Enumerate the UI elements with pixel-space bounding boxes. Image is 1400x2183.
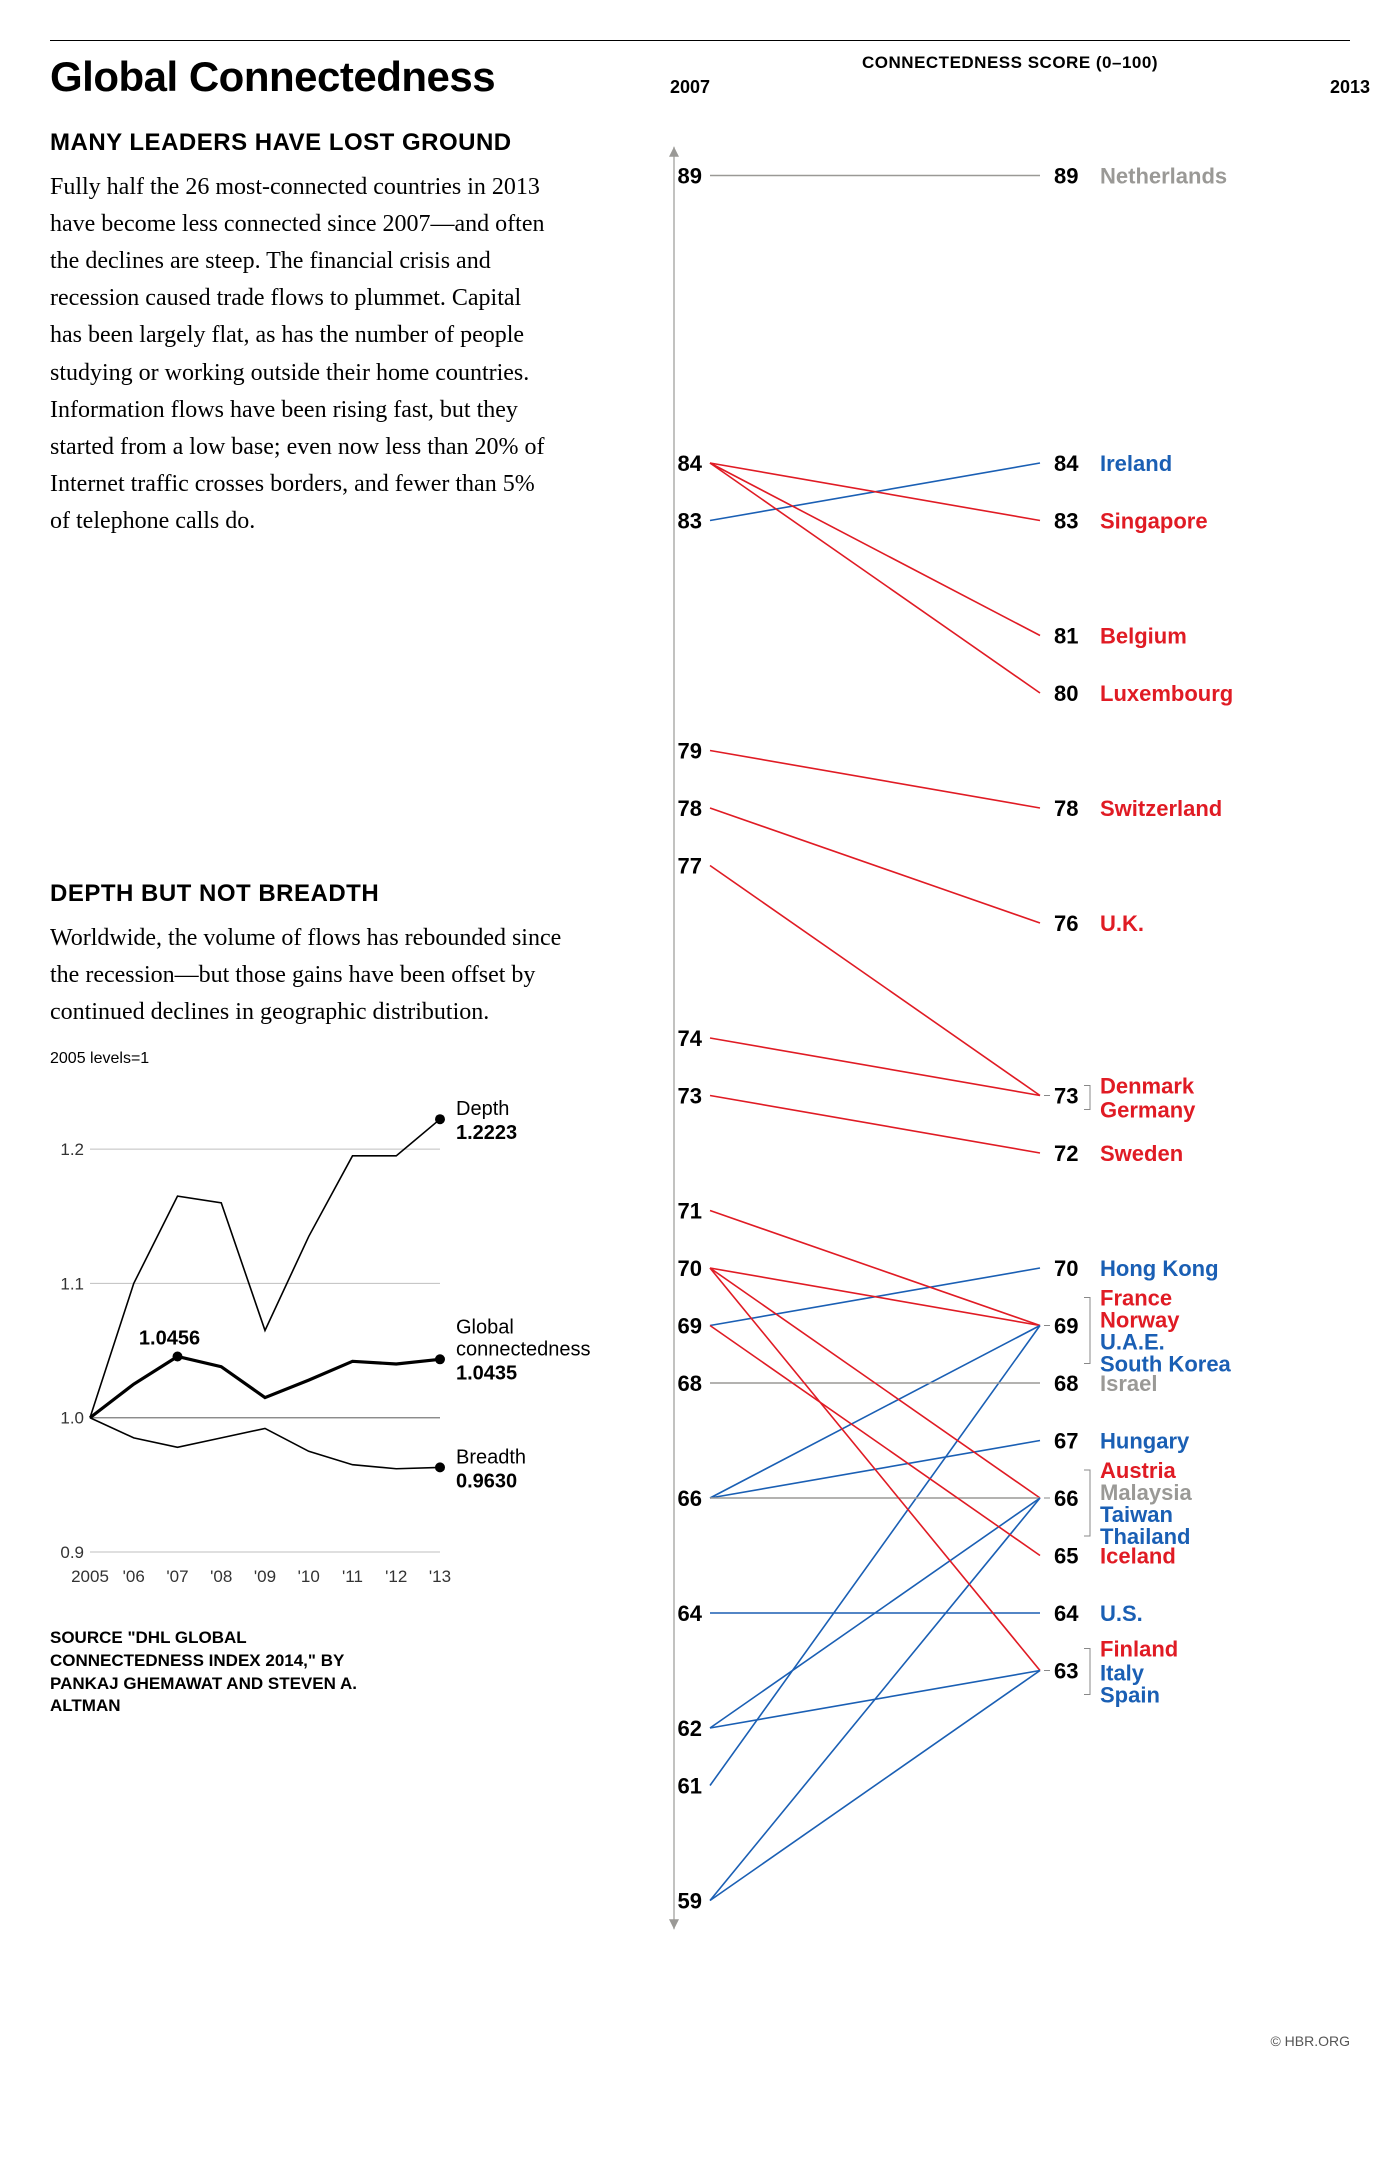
svg-text:71: 71 [678, 1199, 702, 1224]
svg-text:78: 78 [678, 796, 702, 821]
svg-text:83: 83 [678, 509, 702, 534]
svg-text:'12: '12 [385, 1567, 407, 1586]
section-body-1: Fully half the 26 most-connected countri… [50, 169, 550, 541]
svg-text:64: 64 [1054, 1601, 1079, 1626]
svg-text:64: 64 [678, 1601, 703, 1626]
copyright: © HBR.ORG [50, 2033, 1350, 2049]
svg-text:83: 83 [1054, 509, 1078, 534]
line-chart: 0.9 1.0 1.1 1.2 2005 '06 '07 '08 '09 '10 '11 '12 '13… [50, 1072, 610, 1592]
svg-text:1.0: 1.0 [60, 1408, 84, 1427]
svg-text:1.2223: 1.2223 [456, 1122, 517, 1144]
svg-text:0.9: 0.9 [60, 1543, 84, 1562]
svg-text:65: 65 [1054, 1544, 1078, 1569]
svg-text:2005: 2005 [71, 1567, 109, 1586]
svg-text:89: 89 [1054, 164, 1078, 189]
svg-text:Germany: Germany [1100, 1098, 1196, 1123]
svg-text:70: 70 [1054, 1256, 1078, 1281]
chart-note: 2005 levels=1 [50, 1050, 610, 1068]
svg-text:84: 84 [678, 451, 703, 476]
svg-text:74: 74 [678, 1026, 703, 1051]
svg-text:Ireland: Ireland [1100, 451, 1172, 476]
svg-text:63: 63 [1054, 1659, 1078, 1684]
svg-text:connectedness: connectedness [456, 1338, 591, 1360]
slope-year-right: 2013 [1330, 77, 1370, 98]
svg-text:Finland: Finland [1100, 1637, 1178, 1662]
slope-year-left: 2007 [670, 77, 710, 98]
svg-text:Singapore: Singapore [1100, 509, 1208, 534]
svg-text:69: 69 [678, 1314, 702, 1339]
svg-text:79: 79 [678, 739, 702, 764]
svg-text:South Korea: South Korea [1100, 1352, 1232, 1377]
svg-text:'07: '07 [166, 1567, 188, 1586]
svg-text:1.0456: 1.0456 [139, 1327, 200, 1349]
svg-text:73: 73 [678, 1084, 702, 1109]
svg-text:84: 84 [1054, 451, 1079, 476]
svg-text:Global: Global [456, 1316, 514, 1338]
svg-text:1.0435: 1.0435 [456, 1362, 517, 1384]
svg-text:0.9630: 0.9630 [456, 1470, 517, 1492]
svg-text:'10: '10 [298, 1567, 320, 1586]
section-heading-1: MANY LEADERS HAVE LOST GROUND [50, 129, 610, 157]
slope-chart: 89 84 83 79 78 77 74 73 71 70 69 68 66 64 62 61 59 63 Finl… [640, 98, 1380, 1998]
svg-text:Switzerland: Switzerland [1100, 796, 1222, 821]
svg-text:Breadth: Breadth [456, 1446, 526, 1468]
svg-text:Thailand: Thailand [1100, 1524, 1190, 1549]
svg-text:Depth: Depth [456, 1098, 509, 1120]
svg-text:62: 62 [678, 1716, 702, 1741]
svg-text:67: 67 [1054, 1429, 1078, 1454]
svg-text:Hungary: Hungary [1100, 1429, 1190, 1454]
svg-text:'13: '13 [429, 1567, 451, 1586]
svg-text:'11: '11 [342, 1567, 363, 1586]
svg-text:59: 59 [678, 1889, 702, 1914]
svg-text:68: 68 [1054, 1371, 1078, 1396]
svg-text:66: 66 [1054, 1486, 1078, 1511]
svg-text:'06: '06 [123, 1567, 145, 1586]
section-heading-2: DEPTH BUT NOT BREADTH [50, 880, 610, 908]
svg-text:Luxembourg: Luxembourg [1100, 681, 1233, 706]
svg-text:'08: '08 [210, 1567, 232, 1586]
svg-text:Hong Kong: Hong Kong [1100, 1256, 1219, 1281]
svg-text:78: 78 [1054, 796, 1078, 821]
svg-text:U.K.: U.K. [1100, 911, 1144, 936]
svg-text:66: 66 [678, 1486, 702, 1511]
svg-text:76: 76 [1054, 911, 1078, 936]
svg-text:Belgium: Belgium [1100, 624, 1187, 649]
svg-text:1.2: 1.2 [60, 1140, 84, 1159]
slope-header: CONNECTEDNESS SCORE (0–100) [640, 53, 1380, 73]
svg-text:Netherlands: Netherlands [1100, 164, 1227, 189]
source-text: SOURCE "DHL GLOBAL CONNECTEDNESS INDEX 2… [50, 1627, 370, 1719]
svg-text:77: 77 [678, 854, 702, 879]
page-title: Global Connectedness [50, 53, 610, 101]
svg-text:1.1: 1.1 [60, 1274, 84, 1293]
svg-text:Sweden: Sweden [1100, 1141, 1183, 1166]
svg-text:73: 73 [1054, 1084, 1078, 1109]
svg-text:Spain: Spain [1100, 1683, 1160, 1708]
section-body-2: Worldwide, the volume of flows has rebou… [50, 920, 590, 1032]
svg-text:89: 89 [678, 164, 702, 189]
svg-text:Denmark: Denmark [1100, 1074, 1195, 1099]
svg-text:80: 80 [1054, 681, 1078, 706]
svg-text:68: 68 [678, 1371, 702, 1396]
svg-text:U.S.: U.S. [1100, 1601, 1143, 1626]
svg-text:72: 72 [1054, 1141, 1078, 1166]
svg-text:69: 69 [1054, 1314, 1078, 1339]
svg-text:81: 81 [1054, 624, 1078, 649]
svg-text:'09: '09 [254, 1567, 276, 1586]
svg-text:70: 70 [678, 1256, 702, 1281]
svg-text:61: 61 [678, 1774, 702, 1799]
